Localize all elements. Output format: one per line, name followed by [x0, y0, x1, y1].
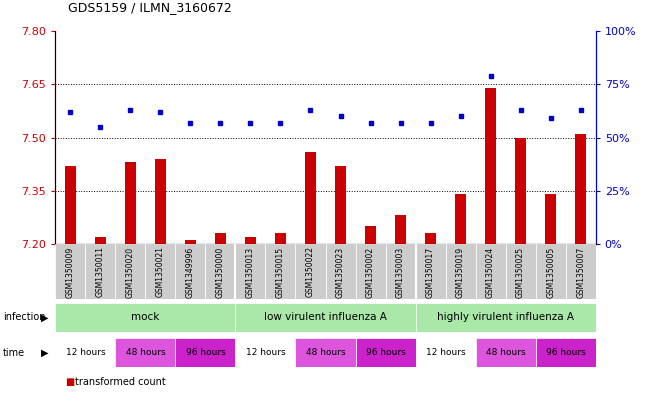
Bar: [355, 244, 385, 299]
Bar: [305, 152, 316, 244]
Text: GSM1350020: GSM1350020: [126, 246, 135, 298]
Text: GSM1350005: GSM1350005: [546, 246, 555, 298]
Bar: [546, 194, 556, 244]
Text: 12 hours: 12 hours: [66, 348, 105, 357]
Bar: [236, 303, 415, 332]
Bar: [476, 338, 536, 367]
Bar: [206, 244, 236, 299]
Text: ■: ■: [65, 377, 74, 387]
Text: GSM1350024: GSM1350024: [486, 246, 495, 298]
Text: GSM1349996: GSM1349996: [186, 246, 195, 298]
Text: GSM1350015: GSM1350015: [276, 246, 285, 298]
Text: GSM1350021: GSM1350021: [156, 246, 165, 298]
Bar: [185, 240, 196, 244]
Bar: [385, 244, 415, 299]
Text: GSM1350022: GSM1350022: [306, 246, 315, 298]
Text: 12 hours: 12 hours: [426, 348, 465, 357]
Bar: [155, 159, 165, 244]
Bar: [365, 226, 376, 244]
Bar: [486, 88, 496, 244]
Bar: [175, 244, 206, 299]
Bar: [115, 338, 175, 367]
Text: low virulent influenza A: low virulent influenza A: [264, 312, 387, 322]
Text: 12 hours: 12 hours: [245, 348, 285, 357]
Text: transformed count: transformed count: [75, 377, 165, 387]
Text: highly virulent influenza A: highly virulent influenza A: [437, 312, 574, 322]
Bar: [335, 166, 346, 244]
Text: GDS5159 / ILMN_3160672: GDS5159 / ILMN_3160672: [68, 1, 232, 14]
Bar: [236, 338, 296, 367]
Bar: [415, 338, 476, 367]
Text: 96 hours: 96 hours: [546, 348, 585, 357]
Bar: [236, 244, 266, 299]
Bar: [55, 244, 85, 299]
Bar: [395, 215, 406, 244]
Bar: [516, 138, 526, 244]
Text: ▶: ▶: [41, 312, 49, 322]
Text: GSM1350017: GSM1350017: [426, 246, 435, 298]
Text: GSM1350025: GSM1350025: [516, 246, 525, 298]
Bar: [566, 244, 596, 299]
Text: infection: infection: [3, 312, 46, 322]
Bar: [85, 244, 115, 299]
Bar: [275, 233, 286, 244]
Bar: [296, 338, 355, 367]
Text: 48 hours: 48 hours: [486, 348, 525, 357]
Bar: [55, 338, 115, 367]
Text: GSM1350002: GSM1350002: [366, 246, 375, 298]
Bar: [415, 244, 445, 299]
Text: 96 hours: 96 hours: [366, 348, 406, 357]
Text: GSM1350000: GSM1350000: [216, 246, 225, 298]
Bar: [145, 244, 175, 299]
Text: 48 hours: 48 hours: [306, 348, 345, 357]
Bar: [536, 244, 566, 299]
Text: mock: mock: [132, 312, 159, 322]
Bar: [455, 194, 466, 244]
Bar: [425, 233, 436, 244]
Bar: [506, 244, 536, 299]
Bar: [55, 303, 236, 332]
Text: 48 hours: 48 hours: [126, 348, 165, 357]
Text: GSM1350009: GSM1350009: [66, 246, 75, 298]
Bar: [175, 338, 236, 367]
Bar: [476, 244, 506, 299]
Text: GSM1350019: GSM1350019: [456, 246, 465, 298]
Text: time: time: [3, 348, 25, 358]
Text: GSM1350023: GSM1350023: [336, 246, 345, 298]
Bar: [445, 244, 476, 299]
Text: GSM1350003: GSM1350003: [396, 246, 405, 298]
Bar: [296, 244, 326, 299]
Bar: [536, 338, 596, 367]
Bar: [575, 134, 586, 244]
Bar: [125, 162, 135, 244]
Bar: [95, 237, 105, 244]
Bar: [266, 244, 296, 299]
Bar: [215, 233, 226, 244]
Bar: [245, 237, 256, 244]
Bar: [326, 244, 355, 299]
Text: GSM1350011: GSM1350011: [96, 246, 105, 298]
Text: ▶: ▶: [41, 348, 49, 358]
Bar: [65, 166, 76, 244]
Text: GSM1350007: GSM1350007: [576, 246, 585, 298]
Text: GSM1350013: GSM1350013: [246, 246, 255, 298]
Text: 96 hours: 96 hours: [186, 348, 225, 357]
Bar: [415, 303, 596, 332]
Bar: [115, 244, 145, 299]
Bar: [355, 338, 415, 367]
